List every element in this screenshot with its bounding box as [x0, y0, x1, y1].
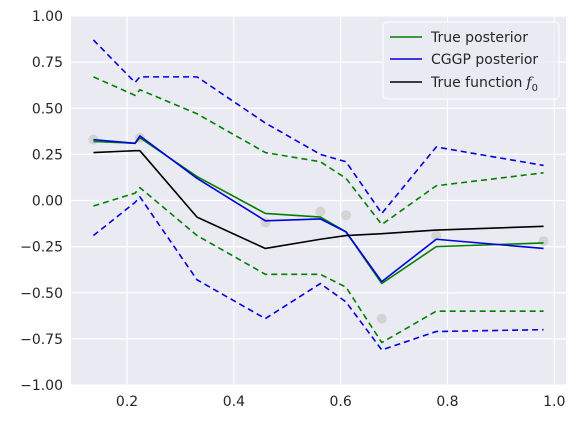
- legend-label-true-function-text: True function: [430, 75, 522, 91]
- x-axis-ticks: 0.2 0.4 0.6 0.8 1.0: [116, 394, 565, 410]
- observation-point: [341, 210, 351, 221]
- band-line-1: [93, 76, 544, 226]
- x-tick-label: 0.4: [223, 394, 245, 410]
- observation-point: [315, 206, 326, 217]
- y-tick-label: 0.50: [32, 101, 63, 117]
- legend-label-true-function-math: f: [525, 75, 534, 91]
- legend-label-true-function-sub: 0: [532, 83, 538, 94]
- band-line-5: [92, 196, 544, 351]
- y-tick-label: 0.00: [32, 194, 63, 210]
- legend-entry-true-posterior: True posterior: [390, 30, 528, 46]
- series-line-3: [93, 135, 544, 283]
- series-line-6: [93, 149, 544, 250]
- x-tick-label: 0.6: [330, 394, 352, 410]
- legend-box: [382, 21, 560, 100]
- legend-label-true-function: True function f0: [430, 75, 538, 94]
- y-tick-label: −1.00: [20, 378, 63, 394]
- y-tick-label: 1.00: [32, 9, 63, 25]
- x-tick-label: 0.8: [436, 394, 458, 410]
- y-tick-label: −0.50: [20, 286, 63, 302]
- series-lines: [92, 39, 544, 351]
- legend: True posterior CGGP posterior True funct…: [382, 21, 560, 100]
- observation-point: [538, 236, 549, 247]
- y-tick-label: 0.75: [32, 55, 63, 71]
- y-tick-label: 0.25: [32, 147, 63, 163]
- legend-label-cggp-posterior: CGGP posterior: [431, 52, 538, 68]
- band-line-2: [93, 186, 544, 344]
- x-tick-label: 0.2: [116, 394, 138, 410]
- legend-entry-true-function: True function f0: [390, 75, 538, 94]
- observation-point: [376, 313, 387, 324]
- y-tick-label: −0.25: [20, 240, 63, 256]
- legend-entry-cggp-posterior: CGGP posterior: [390, 52, 538, 68]
- observation-point: [431, 230, 442, 241]
- y-axis-ticks: −1.00 −0.75 −0.50 −0.25 0.00 0.25 0.50 0.75 1.00: [20, 9, 63, 394]
- x-tick-label: 1.0: [543, 394, 565, 410]
- legend-label-true-posterior: True posterior: [430, 30, 528, 46]
- band-line-4: [92, 39, 544, 215]
- y-tick-label: −0.75: [20, 332, 63, 348]
